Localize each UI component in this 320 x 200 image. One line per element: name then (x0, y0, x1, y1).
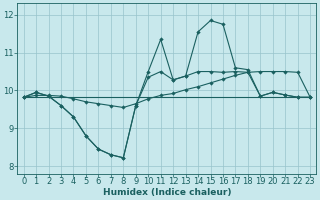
X-axis label: Humidex (Indice chaleur): Humidex (Indice chaleur) (103, 188, 231, 197)
